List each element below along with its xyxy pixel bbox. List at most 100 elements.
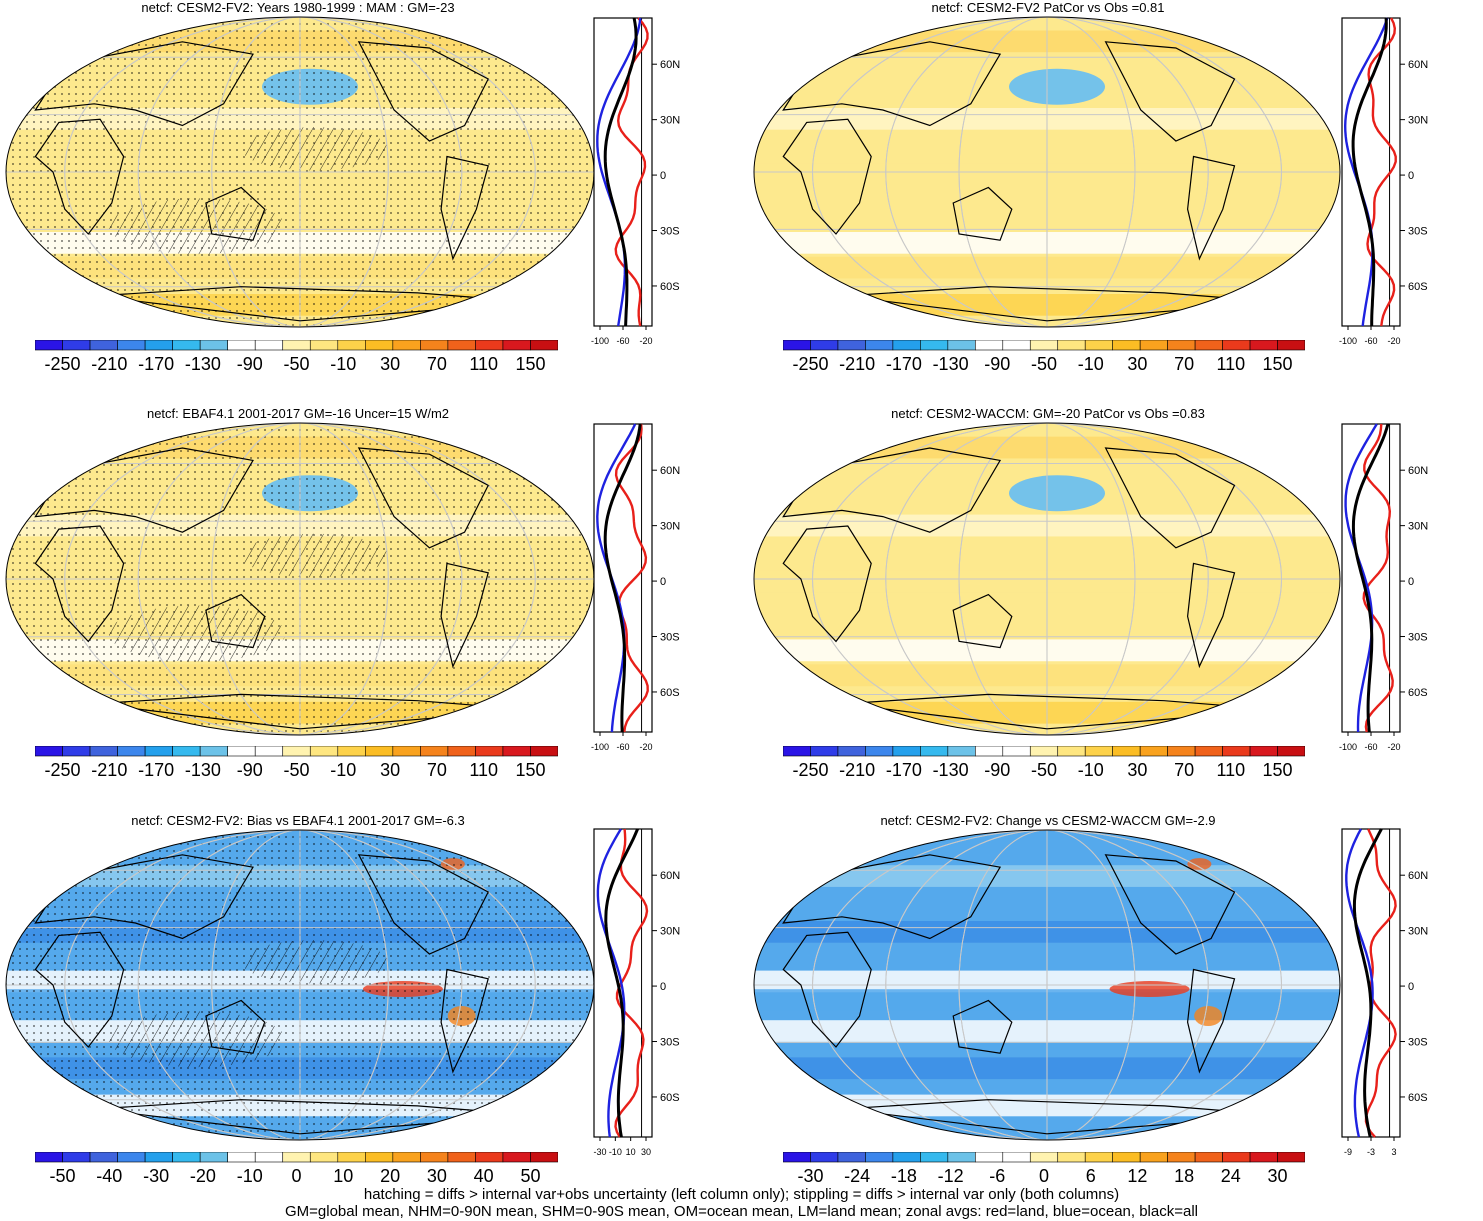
colorbar-swatch [975, 340, 1004, 351]
footer-line-1: hatching = diffs > internal var+obs unce… [363, 1186, 1120, 1203]
colorbar-label: -50 [1030, 354, 1058, 374]
colorbar-swatch [420, 1152, 449, 1163]
zonal-lat-label: 30N [1408, 926, 1428, 938]
colorbar-swatch [1194, 746, 1223, 757]
colorbar-label: -210 [91, 760, 128, 780]
zonal-lat-label: 60S [660, 1092, 680, 1104]
colorbar-swatch [365, 340, 394, 351]
colorbar-swatch [947, 340, 976, 351]
zonal-lat-label: 0 [660, 981, 666, 993]
colorbar-label: 50 [520, 1166, 541, 1186]
zonal-x-tick: -20 [1387, 742, 1400, 752]
zonal-lat-label: 60N [660, 59, 680, 71]
colorbar-label: 30 [380, 760, 401, 780]
colorbar: -250 -210 -170 -130 -90 -50 -10 30 70 110 150 [783, 746, 1305, 786]
colorbar-swatch [892, 1152, 921, 1163]
zonal-curve-land [1364, 828, 1397, 1138]
world-map [5, 829, 595, 1141]
colorbar-swatch [837, 340, 866, 351]
colorbar-swatch [199, 746, 228, 757]
zonal-lat-label: 60N [1408, 870, 1428, 882]
colorbar-swatch [920, 340, 949, 351]
colorbar-swatch [502, 1152, 531, 1163]
colorbar-swatch [365, 1152, 394, 1163]
colorbar-swatch [254, 340, 284, 351]
colorbar-swatch [89, 340, 118, 351]
colorbar-swatch [1277, 1152, 1305, 1163]
colorbar-label: 0 [291, 1166, 302, 1186]
zonal-lat-label: 30N [660, 521, 680, 533]
colorbar-swatch [783, 746, 811, 757]
zonal-lat-label: 60S [660, 281, 680, 293]
colorbar-swatch [62, 746, 91, 757]
colorbar-label: -10 [330, 760, 357, 780]
zonal-x-tick: -100 [1339, 336, 1357, 346]
colorbar-swatch [254, 1152, 284, 1163]
colorbar-label: -50 [283, 760, 310, 780]
panel-fv2-climatology: netcf: CESM2-FV2: Years 1980-1999 : MAM … [0, 0, 740, 400]
zonal-curve-ocean [1343, 17, 1389, 327]
colorbar-label: 70 [1174, 354, 1195, 374]
colorbar-label: -10 [330, 354, 357, 374]
zonal-x-tick: -20 [639, 742, 652, 752]
colorbar-label: -130 [932, 354, 969, 374]
colorbar-swatch [1084, 746, 1113, 757]
colorbar-swatch [337, 1152, 366, 1163]
zonal-curve-all [1352, 828, 1383, 1138]
colorbar-swatch [199, 1152, 228, 1163]
colorbar-swatch [947, 746, 976, 757]
colorbar-label: 150 [515, 354, 546, 374]
colorbar: -250 -210 -170 -130 -90 -50 -10 30 70 110 150 [35, 746, 558, 786]
zonal-lat-label: 30S [1408, 1037, 1428, 1049]
map-title: netcf: EBAF4.1 2001-2017 GM=-16 Uncer=15… [146, 406, 450, 421]
colorbar-label: -10 [1077, 760, 1104, 780]
colorbar-swatch [837, 746, 866, 757]
colorbar-label: 110 [469, 760, 499, 780]
colorbar-label: -170 [138, 354, 175, 374]
zonal-lat-label: 30S [1408, 632, 1428, 644]
zonal-x-tick: -60 [1364, 336, 1377, 346]
zonal-curve-ocean [596, 828, 626, 1138]
zonal-lat-label: 0 [1408, 170, 1414, 182]
colorbar-swatch [810, 340, 839, 351]
zonal-average-plot: W m-260N30N030S60S-9-33 [1341, 828, 1428, 1157]
zonal-curve-all [604, 828, 639, 1138]
zonal-curve-all [603, 17, 638, 327]
zonal-x-tick: -100 [591, 336, 609, 346]
panel-ebaf-obs: netcf: EBAF4.1 2001-2017 GM=-16 Uncer=15… [0, 406, 740, 806]
world-map [753, 422, 1341, 736]
colorbar-label: -210 [839, 354, 876, 374]
map-title: netcf: CESM2-FV2: Years 1980-1999 : MAM … [141, 0, 455, 15]
zonal-curve-ocean [1345, 828, 1374, 1138]
zonal-lat-label: 60N [660, 465, 680, 477]
zonal-average-plot: W m-260N30N030S60S-100-60-20 [1339, 17, 1428, 346]
colorbar-label: 110 [469, 354, 499, 374]
colorbar-swatch [1002, 1152, 1031, 1163]
colorbar-swatch [810, 1152, 839, 1163]
colorbar: -50 -40 -30 -20 -10 0 10 20 30 40 50 [35, 1152, 558, 1192]
colorbar-swatch [1167, 746, 1196, 757]
colorbar-swatch [89, 746, 118, 757]
zonal-x-tick: 10 [626, 1147, 636, 1157]
colorbar-label: 70 [426, 760, 447, 780]
colorbar-swatch [783, 340, 811, 351]
colorbar-swatch [1002, 746, 1031, 757]
colorbar-swatch [475, 1152, 504, 1163]
colorbar-swatch [1112, 340, 1141, 351]
zonal-x-tick: -60 [616, 742, 629, 752]
colorbar-swatch [365, 746, 394, 757]
map-title: netcf: CESM2-WACCM: GM=-20 PatCor vs Obs… [891, 406, 1205, 421]
colorbar-swatch [837, 1152, 866, 1163]
zonal-lat-label: 30N [660, 115, 680, 127]
colorbar-swatch [865, 340, 894, 351]
colorbar-swatch [1112, 746, 1141, 757]
colorbar-swatch [1194, 1152, 1223, 1163]
map-border [753, 16, 1341, 328]
colorbar-swatch [1167, 340, 1196, 351]
zonal-lat-label: 30N [1408, 521, 1428, 533]
zonal-lat-label: 0 [660, 170, 666, 182]
world-map [753, 829, 1341, 1141]
colorbar-swatch [337, 340, 366, 351]
colorbar-swatch [530, 1152, 558, 1163]
